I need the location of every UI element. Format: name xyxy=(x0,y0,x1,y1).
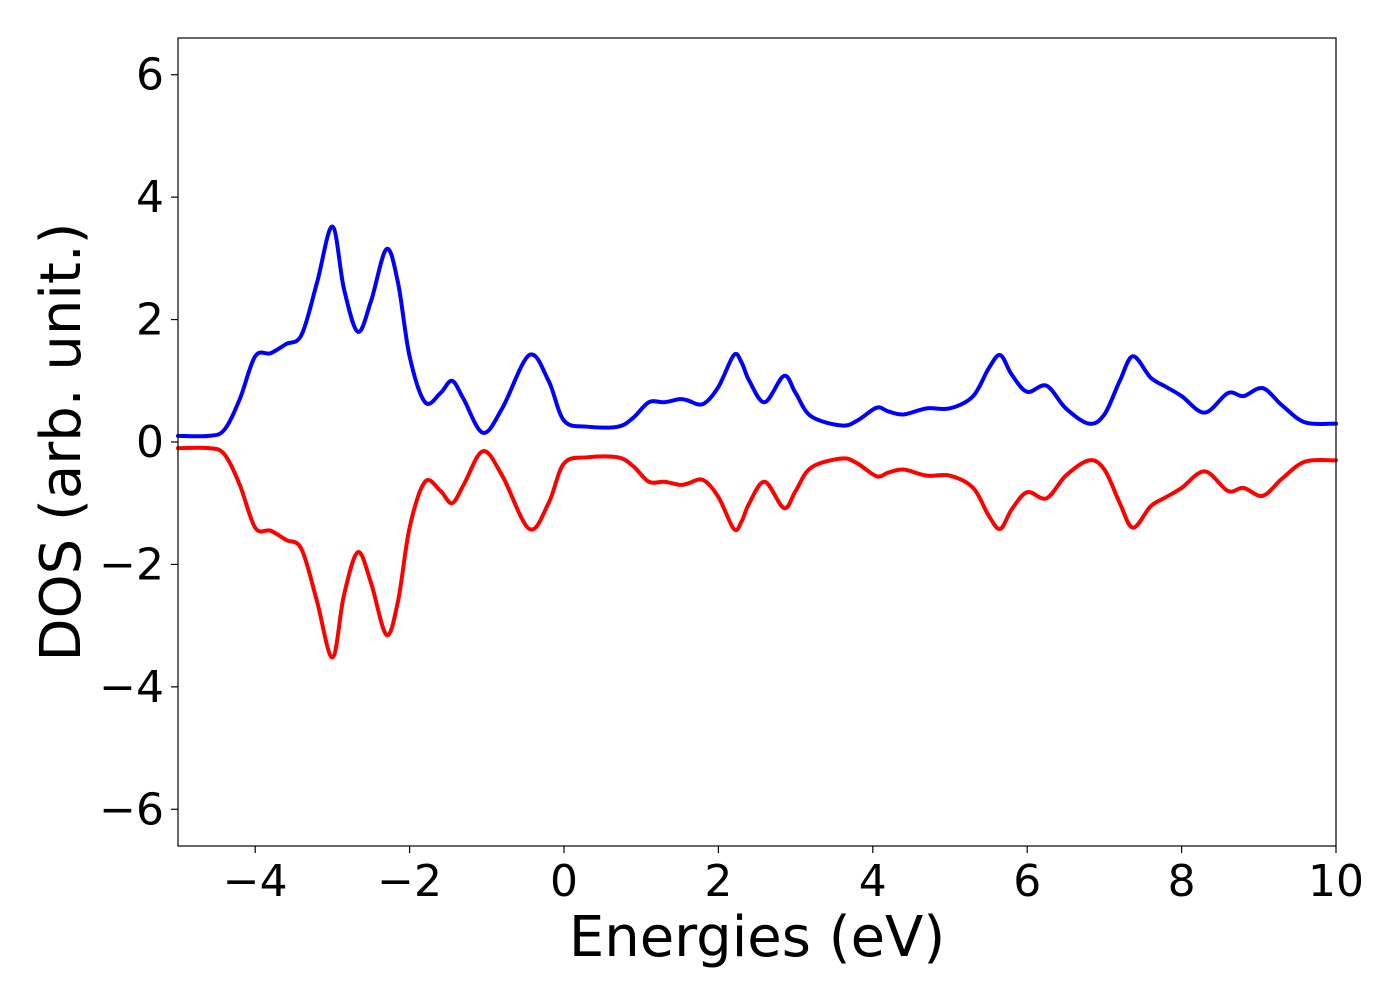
y-tick-label: −2 xyxy=(99,539,164,590)
x-tick-label: 2 xyxy=(704,856,732,907)
series-line-positive xyxy=(176,224,1338,439)
y-tick-label: 4 xyxy=(136,172,164,223)
y-axis-title: DOS (arb. unit.) xyxy=(29,222,94,661)
x-tick-label: 6 xyxy=(1013,856,1041,907)
x-tick-label: −2 xyxy=(377,856,442,907)
y-tick-label: 2 xyxy=(136,295,164,346)
x-axis: −4 −2 0 2 4 6 8 10 xyxy=(223,846,1364,907)
x-tick-label: 4 xyxy=(859,856,887,907)
x-axis-title: Energies (eV) xyxy=(569,905,945,970)
series-layer xyxy=(176,224,1338,660)
x-tick-label: 8 xyxy=(1168,856,1196,907)
y-tick-label: −4 xyxy=(99,662,164,713)
plot-frame xyxy=(177,37,1337,847)
y-tick-label: −6 xyxy=(99,784,164,835)
x-tick-label: 0 xyxy=(550,856,578,907)
series-line-negative xyxy=(176,445,1338,660)
x-tick-label: 10 xyxy=(1308,856,1364,907)
y-tick-label: 0 xyxy=(136,417,164,468)
y-tick-label: 6 xyxy=(136,50,164,101)
x-tick-label: −4 xyxy=(223,856,288,907)
y-axis: −6 −4 −2 0 2 4 6 xyxy=(99,50,178,835)
